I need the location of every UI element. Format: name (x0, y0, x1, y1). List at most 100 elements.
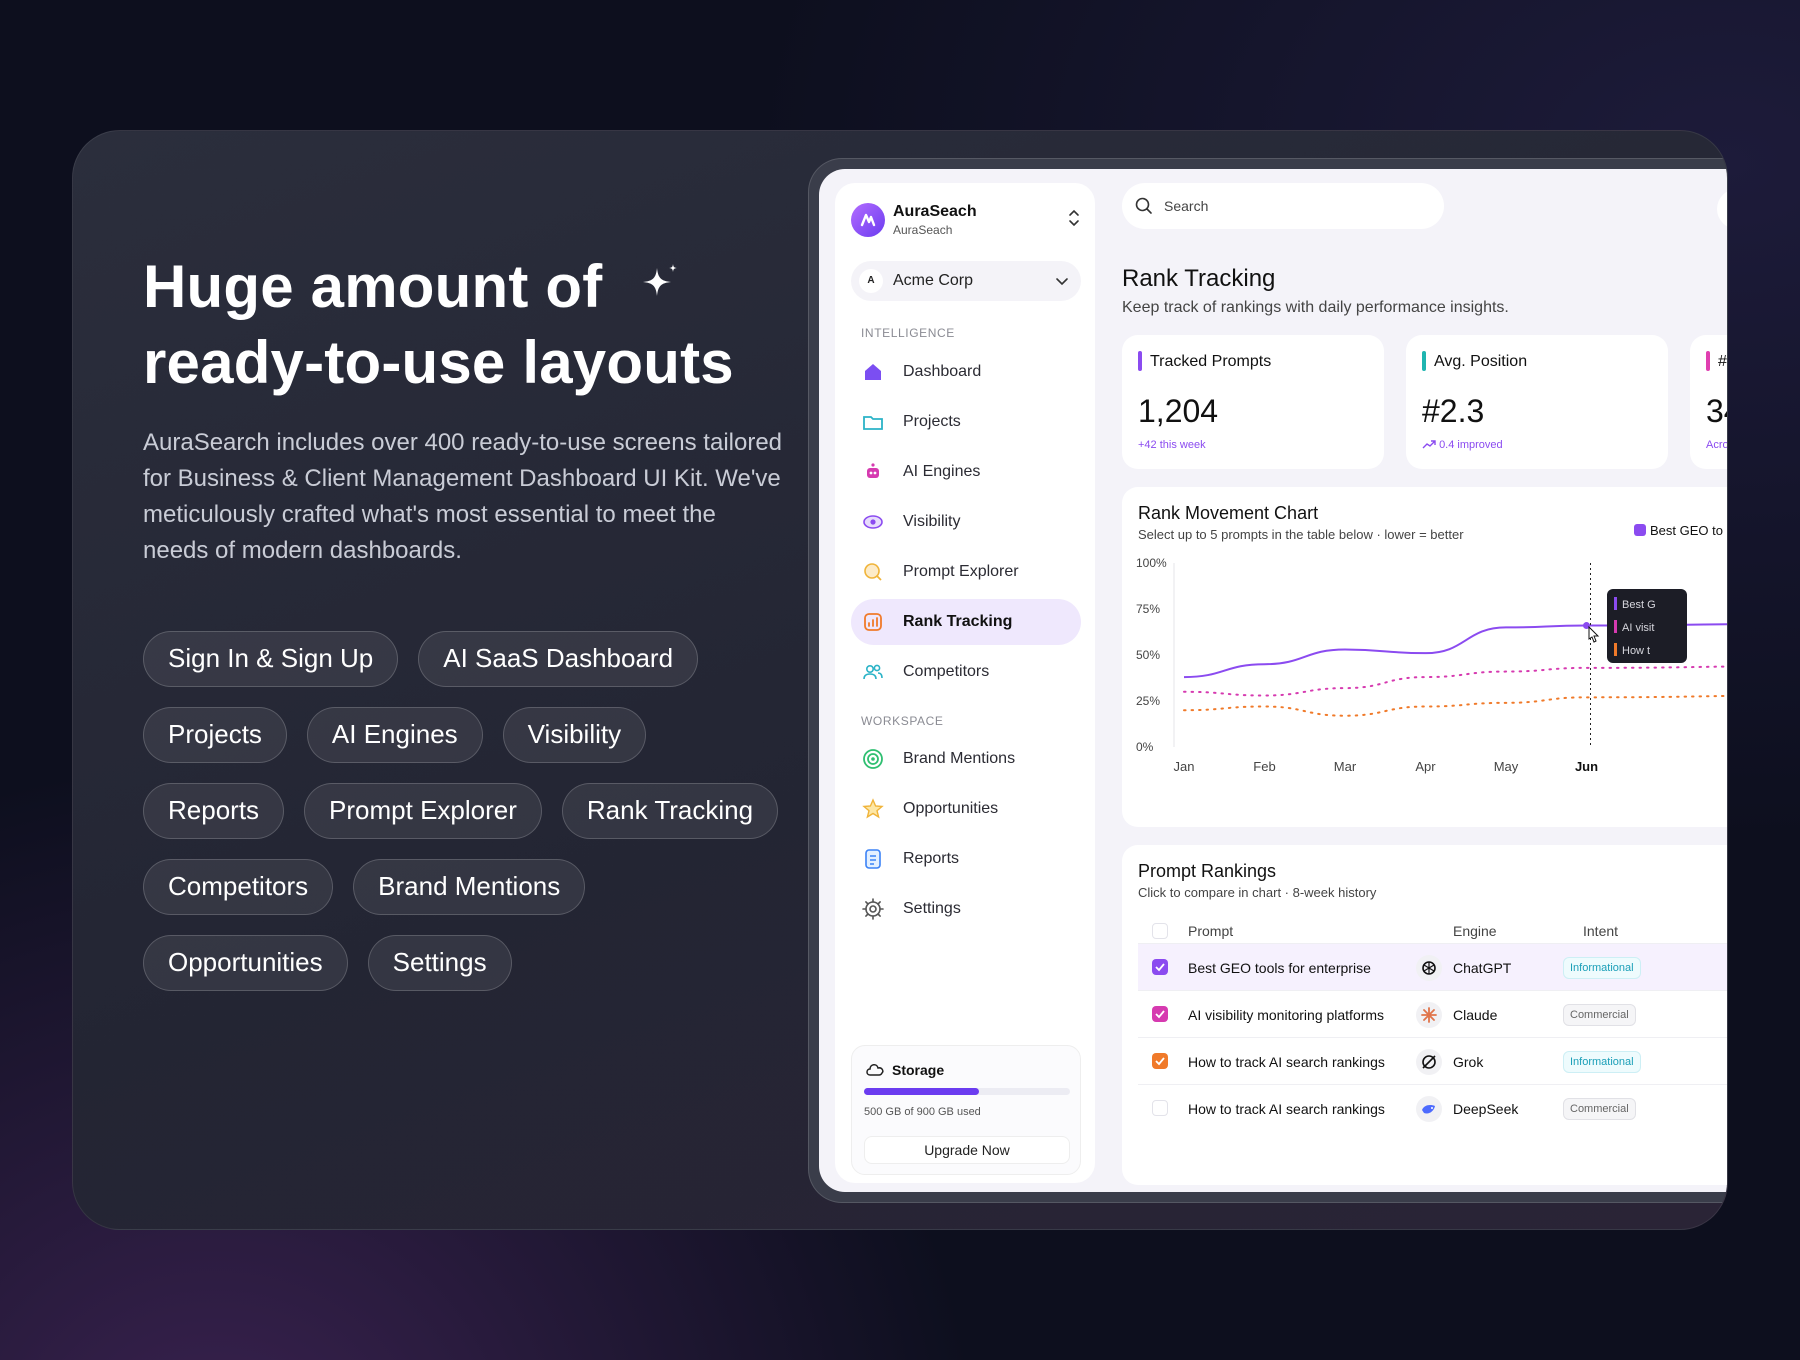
y-tick-label: 100% (1136, 556, 1167, 570)
page-subtitle: Keep track of rankings with daily perfor… (1122, 299, 1509, 316)
intent-badge: Informational (1563, 957, 1641, 979)
sidebar-item-visibility[interactable]: Visibility (851, 499, 1081, 545)
sidebar-item-reports[interactable]: Reports (851, 836, 1081, 882)
sidebar-item-label: Projects (903, 413, 961, 430)
chart-legend: Best GEO to (1634, 523, 1723, 538)
home-icon (865, 364, 881, 380)
sidebar-item-ai-engines[interactable]: AI Engines (851, 449, 1081, 495)
table-row[interactable]: How to track AI search rankings DeepSeek… (1138, 1084, 1727, 1131)
section-label-intelligence: INTELLIGENCE (861, 326, 955, 340)
stat-delta: +42 this week (1138, 439, 1206, 451)
device-frame: AuraSeach AuraSeach A Acme Corp INTELLIG… (808, 158, 1728, 1203)
x-tick-label: Feb (1253, 759, 1275, 774)
chart-icon (864, 613, 882, 631)
row-checkbox[interactable] (1152, 1100, 1168, 1116)
chip-settings[interactable]: Settings (367, 935, 512, 991)
upgrade-button[interactable]: Upgrade Now (864, 1136, 1070, 1164)
row-engine: Claude (1453, 1007, 1498, 1023)
sidebar-item-rank-tracking[interactable]: Rank Tracking (851, 599, 1081, 645)
tooltip-item: Best G (1622, 599, 1656, 611)
y-tick-label: 50% (1136, 648, 1160, 662)
workspace-select[interactable]: A Acme Corp (851, 261, 1081, 301)
chip-prompt-explorer[interactable]: Prompt Explorer (304, 783, 542, 839)
stat-delta-text: 0.4 improved (1439, 439, 1503, 451)
row-engine: DeepSeek (1453, 1101, 1519, 1117)
chip-reports[interactable]: Reports (143, 783, 285, 839)
chatgpt-icon (1416, 955, 1442, 981)
chip-brand-mentions[interactable]: Brand Mentions (353, 859, 586, 915)
chip-projects[interactable]: Projects (143, 707, 287, 763)
storage-widget: Storage 500 GB of 900 GB used Upgrade No… (851, 1045, 1081, 1175)
series-line-1[interactable] (1183, 665, 1728, 697)
hero-title-line1: Huge amount of (143, 253, 603, 320)
brand-switcher[interactable]: AuraSeach AuraSeach (851, 201, 1081, 241)
stat-delta: 0.4 improved (1422, 439, 1503, 451)
sidebar-item-prompt-explorer[interactable]: Prompt Explorer (851, 549, 1081, 595)
sidebar-item-label: Opportunities (903, 800, 999, 817)
chip-sign-in[interactable]: Sign In & Sign Up (143, 631, 399, 687)
table-row[interactable]: Best GEO tools for enterprise ChatGPT In… (1138, 943, 1727, 990)
search-icon (864, 563, 882, 581)
data-point[interactable] (1583, 622, 1590, 630)
sidebar-item-competitors[interactable]: Competitors (851, 649, 1081, 695)
chip-ai-engines[interactable]: AI Engines (306, 707, 483, 763)
sidebar-item-opportunities[interactable]: Opportunities (851, 786, 1081, 832)
search-bar[interactable]: Search (1122, 183, 1444, 229)
row-engine: Grok (1453, 1054, 1484, 1070)
legend-label: Best GEO to (1650, 523, 1723, 538)
chart-title: Rank Movement Chart (1138, 503, 1319, 523)
x-tick-label: Mar (1334, 759, 1357, 774)
sidebar: AuraSeach AuraSeach A Acme Corp INTELLIG… (835, 183, 1095, 1183)
sidebar-item-label: Visibility (903, 513, 961, 530)
stat-label: Avg. Position (1434, 353, 1528, 370)
tooltip-item: AI visit (1622, 622, 1654, 634)
stat-accent-bar (1422, 351, 1426, 371)
cloud-icon (866, 1064, 884, 1076)
chip-rank-tracking[interactable]: Rank Tracking (561, 783, 779, 839)
chart-subtitle: Select up to 5 prompts in the table belo… (1138, 527, 1464, 542)
x-tick-label: Jun (1575, 759, 1598, 774)
intent-badge: Commercial (1563, 1004, 1636, 1026)
row-checkbox[interactable] (1152, 1006, 1168, 1022)
table-row[interactable]: How to track AI search rankings Grok Inf… (1138, 1037, 1727, 1084)
sidebar-item-settings[interactable]: Settings (851, 886, 1081, 932)
column-header-intent[interactable]: Intent (1583, 923, 1619, 939)
column-header-prompt[interactable]: Prompt (1188, 923, 1234, 939)
stat-card-tracked-prompts: Tracked Prompts 1,204 +42 this week (1122, 335, 1384, 469)
stat-label: #1 (1718, 353, 1727, 370)
sidebar-item-brand-mentions[interactable]: Brand Mentions (851, 736, 1081, 782)
rank-movement-chart-card: Rank Movement Chart Select up to 5 promp… (1122, 487, 1728, 827)
chip-ai-saas-dashboard[interactable]: AI SaaS Dashboard (418, 631, 699, 687)
search-input[interactable]: Search (1164, 198, 1209, 214)
search-icon (1135, 197, 1152, 214)
column-header-engine[interactable]: Engine (1453, 923, 1497, 939)
sidebar-item-projects[interactable]: Projects (851, 399, 1081, 445)
chip-opportunities[interactable]: Opportunities (143, 935, 348, 991)
row-checkbox[interactable] (1152, 1053, 1168, 1069)
chevron-up-down-icon[interactable] (1067, 207, 1081, 229)
header-action-button[interactable] (1717, 189, 1727, 229)
row-prompt: Best GEO tools for enterprise (1188, 960, 1371, 976)
stat-card-third: #1 34 Acro (1690, 335, 1728, 469)
chip-competitors[interactable]: Competitors (143, 859, 334, 915)
table-row[interactable]: AI visibility monitoring platforms Claud… (1138, 990, 1727, 1037)
folder-icon (863, 416, 883, 430)
chip-visibility[interactable]: Visibility (502, 707, 647, 763)
target-icon (863, 749, 883, 769)
deepseek-icon (1416, 1096, 1442, 1122)
stat-delta: Acro (1706, 439, 1728, 451)
sparkle-icon (643, 264, 678, 297)
eye-icon (863, 515, 883, 529)
table-subtitle: Click to compare in chart · 8-week histo… (1138, 885, 1377, 900)
row-checkbox[interactable] (1152, 959, 1168, 975)
row-prompt: How to track AI search rankings (1188, 1101, 1385, 1117)
page-title: Rank Tracking (1122, 265, 1276, 292)
tooltip-swatch (1614, 597, 1617, 610)
select-all-checkbox[interactable] (1152, 923, 1168, 939)
chart-tooltip (1607, 589, 1687, 663)
series-line-2[interactable] (1183, 694, 1728, 717)
sidebar-item-dashboard[interactable]: Dashboard (851, 349, 1081, 395)
sidebar-item-label: Settings (903, 900, 961, 917)
brand-name: AuraSeach (893, 203, 977, 220)
tooltip-swatch (1614, 643, 1617, 656)
